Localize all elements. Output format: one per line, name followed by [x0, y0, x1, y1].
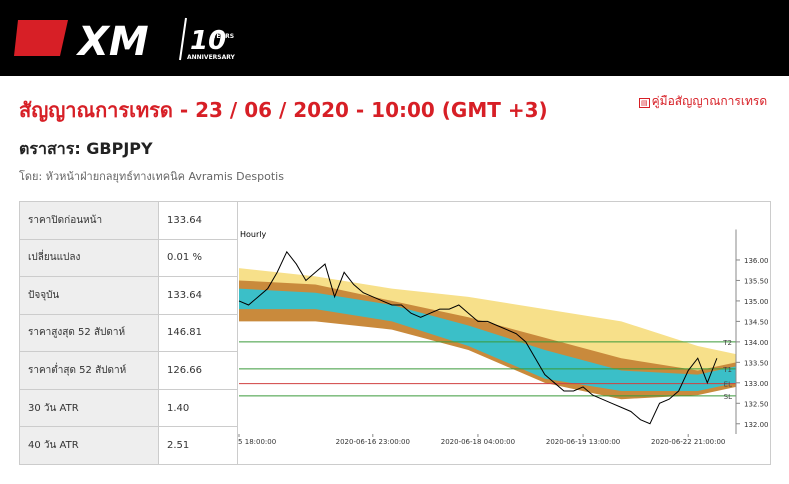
label-cell: ปัจจุบัน [19, 276, 159, 315]
x-tick-label: 2020-06-22 21:00:00 [651, 438, 725, 446]
y-tick-label: 133.00 [744, 380, 769, 388]
anniversary-number: 10 [190, 26, 226, 56]
x-tick-label: 2020-06-16 23:00:00 [336, 438, 410, 446]
value-cell: 133.64 [158, 276, 238, 315]
pdf-icon: ▤ [639, 98, 650, 108]
x-tick-label: 2020-06-15 18:00:00 [237, 438, 276, 446]
y-tick-label: 132.50 [744, 400, 769, 408]
value-cell: 2.51 [158, 426, 238, 465]
value-cell: 133.64 [158, 201, 238, 240]
value-cell: 126.66 [158, 351, 238, 390]
anniversary-text: ANNIVERSARY [187, 54, 236, 61]
chart: Hourly T2 T1 EL SL 132.00 132.50 133.00 133.50 1… [237, 201, 771, 465]
table-row: 40 วัน ATR 2.51 [19, 426, 238, 465]
guide-link[interactable]: ▤ คู่มือสัญญาณการเทรด [639, 92, 767, 111]
y-tick-label: 135.00 [744, 298, 769, 306]
level-label: T1 [722, 366, 732, 374]
band [239, 288, 736, 392]
y-tick-label: 135.50 [744, 277, 769, 285]
level-label: SL [724, 393, 732, 401]
y-tick-label: 132.00 [744, 421, 769, 429]
label-cell: ราคาสูงสุด 52 สัปดาห์ [19, 313, 159, 353]
level-label: T2 [722, 339, 732, 347]
guide-link-text[interactable]: คู่มือสัญญาณการเทรด [651, 94, 768, 108]
value-cell: 1.40 [158, 388, 238, 428]
x-tick-label: 2020-06-18 04:00:00 [441, 438, 515, 446]
x-tick-label: 2020-06-19 13:00:00 [546, 438, 620, 446]
label-cell: 30 วัน ATR [19, 388, 159, 428]
table-row: 30 วัน ATR 1.40 [19, 388, 238, 428]
page-title: สัญญาณการเทรด - 23 / 06 / 2020 - 10:00 (… [19, 98, 548, 122]
instrument: ตราสาร: GBPJPY [19, 139, 153, 158]
value-cell: 0.01 % [158, 238, 238, 278]
y-tick-label: 134.50 [744, 318, 769, 326]
logo-text: XM [75, 19, 149, 65]
y-tick-label: 134.00 [744, 339, 769, 347]
chart-title: Hourly [240, 230, 266, 239]
table-row: ราคาสูงสุด 52 สัปดาห์ 146.81 [19, 313, 238, 353]
table-row: ราคาต่ำสุด 52 สัปดาห์ 126.66 [19, 351, 238, 390]
table-row: ราคาปิดก่อนหน้า 133.64 [19, 201, 238, 240]
table-row: เปลี่ยนแปลง 0.01 % [19, 238, 238, 278]
table-row: ปัจจุบัน 133.64 [19, 276, 238, 315]
level-label: EL [724, 381, 732, 389]
anniversary-years: YEARS [211, 33, 234, 40]
byline: โดย: หัวหน้าฝ่ายกลยุทธ์ทางเทคนิค Avramis… [19, 170, 284, 183]
label-cell: 40 วัน ATR [19, 426, 159, 465]
header: XM 10 YEARS ANNIVERSARY [0, 0, 789, 76]
value-cell: 146.81 [158, 313, 238, 353]
label-cell: ราคาปิดก่อนหน้า [19, 201, 159, 240]
label-cell: ราคาต่ำสุด 52 สัปดาห์ [19, 351, 159, 390]
stats-table: ราคาปิดก่อนหน้า 133.64 เปลี่ยนแปลง 0.01 % ปั… [19, 201, 238, 465]
y-tick-label: 133.50 [744, 359, 769, 367]
label-cell: เปลี่ยนแปลง [19, 238, 159, 278]
logo[interactable]: XM 10 YEARS ANNIVERSARY [0, 0, 260, 76]
price-line [238, 250, 718, 425]
y-tick-label: 136.00 [744, 257, 769, 265]
